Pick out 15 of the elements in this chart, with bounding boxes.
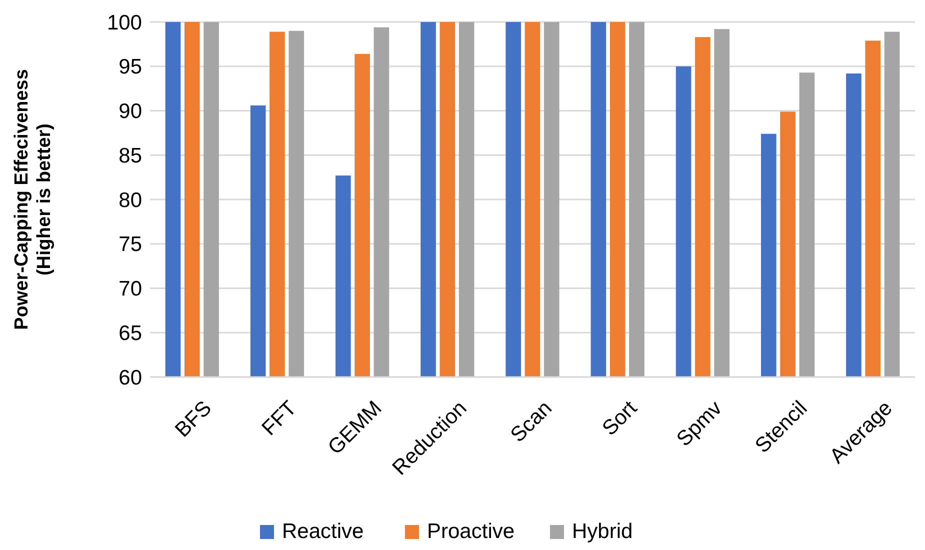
x-tick-label: Sort <box>598 396 642 440</box>
legend-label: Proactive <box>427 520 515 543</box>
y-tick-label: 80 <box>118 188 142 212</box>
y-tick-label: 90 <box>118 100 142 124</box>
x-tick-label: BFS <box>170 396 216 442</box>
y-tick-label: 85 <box>118 144 142 168</box>
y-axis-title: Power-Capping Effeciveness (Higher is better) <box>11 69 56 330</box>
y-tick-label: 60 <box>118 366 142 390</box>
y-tick-label: 100 <box>106 11 142 34</box>
y-tick-label: 65 <box>118 322 142 345</box>
y-tick-label: 95 <box>118 56 142 79</box>
y-tick-label: 75 <box>118 233 142 256</box>
y-tick-label: 70 <box>118 278 142 301</box>
legend-label: Hybrid <box>572 520 633 543</box>
legend-label: Reactive <box>282 520 364 543</box>
